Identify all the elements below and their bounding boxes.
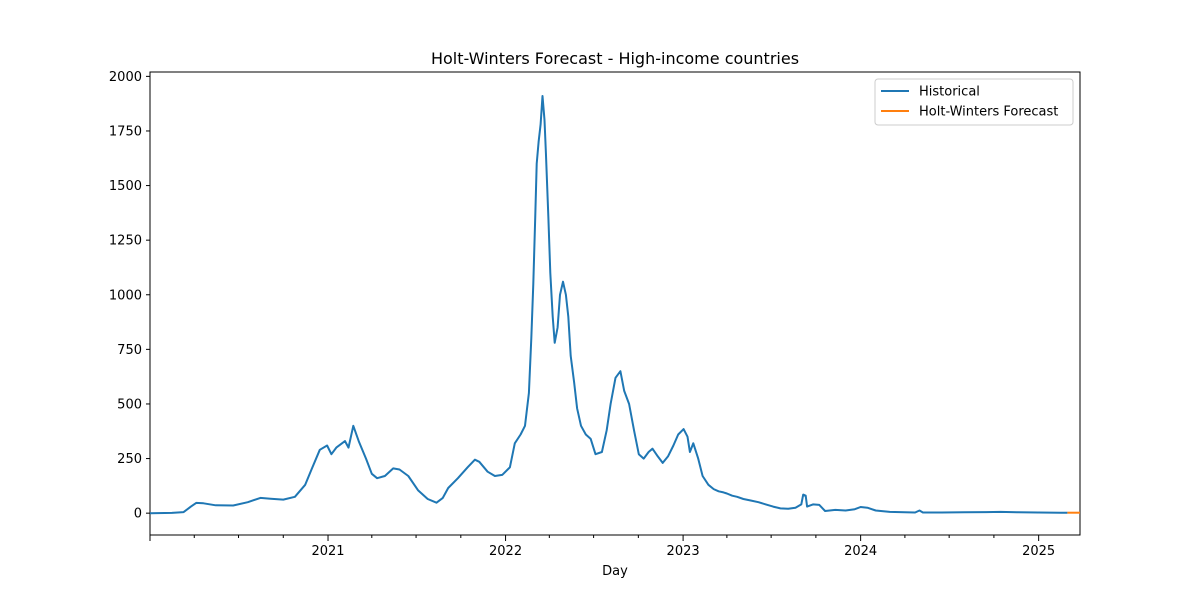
x-axis: 2021 2022 2023 2024 2025 xyxy=(149,535,1055,559)
y-axis: 0 250 500 750 1000 1250 1500 1750 2000 xyxy=(109,70,150,522)
x-axis-label: Day xyxy=(602,564,628,579)
x-tick-label: 2021 xyxy=(311,544,344,559)
legend-label: Holt-Winters Forecast xyxy=(919,105,1058,120)
y-tick-label: 1750 xyxy=(109,124,142,139)
legend-label: Historical xyxy=(919,85,980,100)
y-tick-label: 2000 xyxy=(109,70,142,85)
y-tick-label: 0 xyxy=(134,507,142,522)
x-tick-label: 2023 xyxy=(667,544,700,559)
x-tick-label: 2025 xyxy=(1022,544,1055,559)
y-tick-label: 750 xyxy=(117,343,142,358)
y-tick-label: 1000 xyxy=(109,288,142,303)
series-line-historical xyxy=(149,95,1068,515)
plot-area-frame xyxy=(149,71,1081,536)
legend: Historical Holt-Winters Forecast xyxy=(874,78,1074,126)
legend-box xyxy=(874,78,1074,126)
y-tick-label: 250 xyxy=(117,452,142,467)
y-tick-label: 1500 xyxy=(109,179,142,194)
y-tick-label: 1250 xyxy=(109,234,142,249)
series-layer xyxy=(149,95,1080,515)
y-tick-label: 500 xyxy=(117,397,142,412)
chart-title: Holt-Winters Forecast - High-income coun… xyxy=(431,49,799,68)
x-tick-label: 2024 xyxy=(844,544,877,559)
x-tick-label: 2022 xyxy=(489,544,522,559)
